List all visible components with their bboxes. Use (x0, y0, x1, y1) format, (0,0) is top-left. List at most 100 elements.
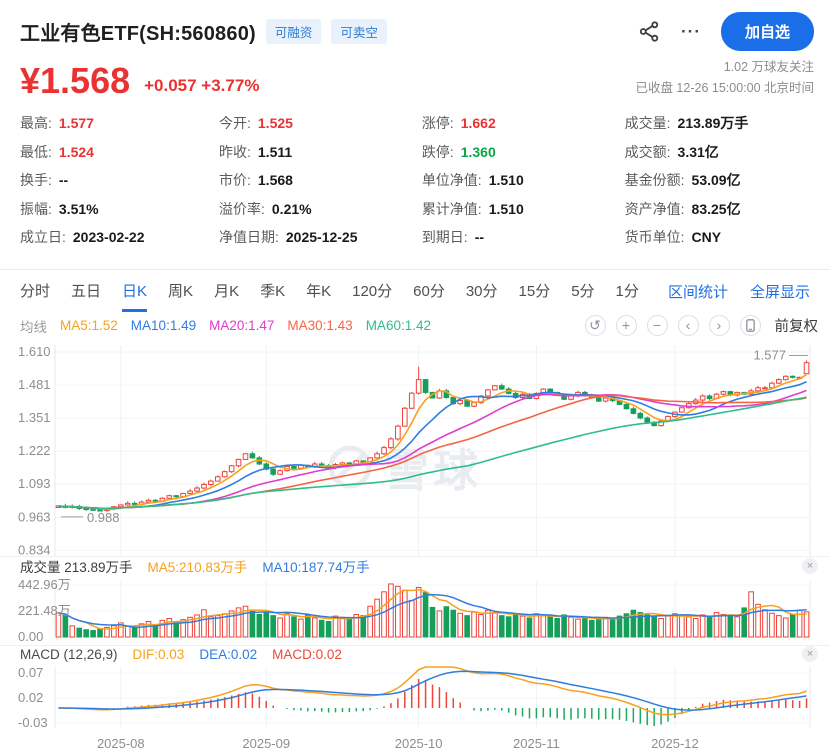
ma-legend-row: 均线 MA5:1.52 MA10:1.49 MA20:1.47 MA30:1.43 MA… (20, 315, 818, 336)
tab-0[interactable]: 分时 (20, 283, 51, 300)
chart-widget: 雪球 均线 MA5:1.52 MA10:1.49 MA20:1.47 MA30:1.4… (0, 312, 830, 756)
stat-label: 资产净值: (624, 200, 685, 217)
more-menu-icon[interactable]: ··· (681, 21, 701, 41)
stat-value: 1.577 (58, 115, 94, 132)
stats-column: 今开: 1.525 昨收: 1.511 市价: 1.568 溢价率: 0.21% 净值日期: 20… (219, 109, 422, 252)
ma-legend-item-5: MA60:1.42 (365, 318, 431, 333)
tab-1[interactable]: 五日 (71, 283, 102, 300)
followers-count: 1.02 万球友关注 (723, 60, 814, 74)
tab-4[interactable]: 月K (214, 283, 240, 300)
volume-close-icon[interactable]: × (802, 558, 818, 574)
stat-row: 净值日期: 2025-12-25 (219, 223, 422, 252)
zoom-out-icon[interactable]: − (646, 315, 668, 336)
stat-label: 成交额: (624, 143, 671, 160)
axis-tick-label: 1.481 (18, 377, 51, 392)
title-row: 工业有色ETF(SH:560860) 可融资 可卖空 ··· 加自选 (0, 12, 830, 51)
axis-tick-label: 0.963 (18, 509, 51, 524)
ma-legend-items: MA5:1.52 MA10:1.49 MA20:1.47 MA30:1.43 MA60:… (60, 318, 431, 333)
macd-value: MACD:0.02 (272, 646, 342, 662)
volume-pane-header: 成交量 213.89万手 MA5:210.83万手 MA10:187.74万手 … (20, 556, 818, 576)
stat-label: 市价: (219, 172, 251, 189)
tab-11[interactable]: 5分 (571, 283, 595, 300)
stat-row: 振幅: 3.51% (20, 195, 219, 224)
axis-tick-label: 1.577 (753, 347, 786, 362)
tab-12[interactable]: 1分 (615, 283, 639, 300)
undo-icon[interactable]: ↺ (584, 315, 606, 336)
axis-tick-label: 2025-12 (651, 736, 699, 751)
axis-tick-label: 221.48万 (18, 603, 71, 618)
stat-label: 成交量: (624, 115, 671, 132)
axis-tick-label: 0.988 (87, 510, 120, 525)
stat-value: 1.510 (488, 200, 524, 217)
axis-tick-label: 442.96万 (18, 577, 71, 592)
stat-row: 昨收: 1.511 (219, 138, 422, 167)
stats-column: 成交量: 213.89万手 成交额: 3.31亿基金份额: 53.09亿 资产净值: 83.… (625, 109, 816, 252)
stat-label: 到期日: (421, 229, 468, 246)
ma-legend-item-3: MA20:1.47 (209, 318, 275, 333)
stat-value: 2025-12-25 (285, 229, 358, 246)
stat-row: 今开: 1.525 (219, 109, 422, 138)
stat-label: 振幅: (20, 200, 52, 217)
pan-left-icon[interactable]: ‹ (677, 315, 699, 336)
link-fullscreen[interactable]: 全屏显示 (749, 283, 810, 301)
tab-8[interactable]: 60分 (413, 283, 445, 300)
stat-value: 1.525 (257, 115, 293, 132)
axis-tick-label: 0.00 (18, 629, 43, 644)
price-change: +0.057 +3.77% (144, 76, 260, 95)
axis-tick-label: 2025-10 (395, 736, 443, 751)
zoom-in-icon[interactable]: + (615, 315, 637, 336)
add-watchlist-button[interactable]: 加自选 (720, 12, 814, 51)
tab-9[interactable]: 30分 (465, 283, 498, 300)
tab-3[interactable]: 周K (168, 283, 194, 300)
stat-row: 跌停: 1.360 (422, 138, 625, 167)
stat-row: 货币单位: CNY (625, 223, 816, 252)
tab-10[interactable]: 15分 (518, 283, 551, 300)
market-info: 1.02 万球友关注 已收盘 12-26 15:00:00 北京时间 (635, 57, 814, 101)
stat-value: 213.89万手 (677, 115, 749, 132)
stat-value: 1.662 (460, 115, 496, 132)
chart-links: 区间统计 全屏显示 (668, 270, 810, 312)
stat-label: 单位净值: (421, 172, 482, 189)
stats-column: 涨停: 1.662 跌停: 1.360 单位净值: 1.510 累计净值: 1.510 到期日:… (422, 109, 625, 252)
tab-5[interactable]: 季K (260, 283, 286, 300)
stat-value: 1.510 (488, 172, 524, 189)
stats-grid: 最高: 1.577 最低: 1.524 换手: -- 振幅: 3.51% 成立日: 2023-02… (0, 109, 830, 252)
axis-tick-label: 2025-11 (513, 736, 560, 751)
stat-label: 基金份额: (624, 172, 685, 189)
pan-right-icon[interactable]: › (708, 315, 730, 336)
share-icon[interactable] (638, 20, 661, 43)
page-title: 工业有色ETF(SH:560860) (20, 23, 256, 45)
stat-value: 83.25亿 (691, 200, 741, 217)
ma-legend-item-2: MA10:1.49 (130, 318, 197, 333)
link-interval-stats[interactable]: 区间统计 (667, 283, 728, 301)
stat-value: 3.31亿 (677, 143, 719, 160)
macd-close-icon[interactable]: × (802, 646, 818, 662)
adjust-mode-selector[interactable]: 前复权 (774, 319, 819, 335)
candlestick-chart-canvas[interactable]: 1.610 1.481 1.351 1.222 1.093 0.963 0.834 442.9… (0, 312, 830, 756)
mobile-view-icon[interactable] (739, 315, 761, 336)
stat-label: 今开: (219, 115, 251, 132)
market-status: 已收盘 12-26 15:00:00 北京时间 (635, 81, 814, 95)
volume-ma10-value: MA10:187.74万手 (262, 560, 370, 575)
stat-row: 最高: 1.577 (20, 109, 219, 138)
short-badge: 可卖空 (331, 19, 387, 44)
stat-row: 到期日: -- (422, 223, 625, 252)
axis-tick-label: 2025-09 (242, 736, 290, 751)
stat-label: 跌停: (421, 143, 454, 160)
tab-2[interactable]: 日K (122, 270, 148, 312)
stat-value: 1.360 (460, 143, 496, 160)
axis-tick-label: 0.07 (18, 665, 43, 680)
axis-tick-label: 1.093 (18, 476, 51, 491)
macd-pane-header: MACD (12,26,9) DIF:0.03 DEA:0.02 MACD:0.… (20, 646, 818, 662)
axis-tick-label: 1.610 (18, 344, 51, 359)
volume-value: 成交量 213.89万手 (20, 560, 133, 575)
stat-label: 昨收: (219, 143, 251, 160)
axis-tick-label: 0.834 (18, 542, 51, 557)
tab-7[interactable]: 120分 (352, 283, 393, 300)
stat-value: 2023-02-22 (72, 229, 145, 246)
axis-tick-label: 1.351 (18, 410, 51, 425)
stat-value: 1.511 (257, 143, 293, 160)
stat-value: 53.09亿 (691, 172, 741, 189)
ma-legend-item-1: MA5:1.52 (60, 318, 118, 333)
tab-6[interactable]: 年K (306, 283, 332, 300)
